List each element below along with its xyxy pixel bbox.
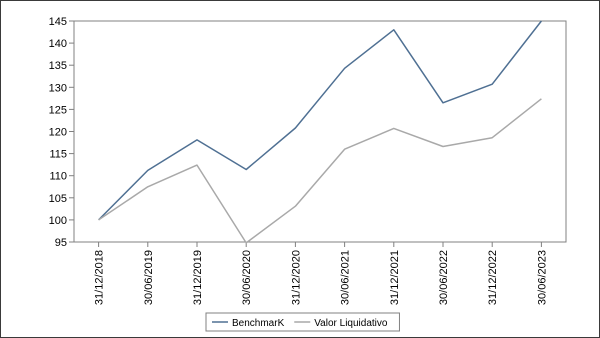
x-tick-label: 30/06/2022 — [438, 250, 450, 305]
y-tick-label: 105 — [49, 193, 67, 205]
y-tick-label: 115 — [49, 149, 67, 161]
legend: BenchmarK Valor Liquidativo — [205, 312, 400, 332]
x-tick-label: 31/12/2021 — [389, 250, 401, 305]
x-tick-label: 31/12/2022 — [487, 250, 499, 305]
y-axis: 95 100 105 110 115 120 125 130 135 140 145 — [49, 16, 74, 249]
x-tick-label: 30/06/2021 — [340, 250, 352, 305]
series-line-2 — [98, 98, 542, 244]
y-tick-label: 145 — [49, 16, 67, 28]
y-tick-label: 125 — [49, 104, 67, 116]
x-axis: 31/12/2018 30/06/2019 31/12/2019 30/06/2020… — [94, 242, 548, 305]
y-tick-label: 120 — [49, 127, 67, 139]
y-tick-label: 95 — [55, 237, 67, 249]
x-tick-label: 30/06/2023 — [536, 250, 548, 305]
y-tick-label: 140 — [49, 38, 67, 50]
legend-label-2: Valor Liquidativo — [314, 318, 388, 329]
y-tick-label: 100 — [49, 215, 67, 227]
legend-label-1: BenchmarK — [232, 318, 285, 329]
x-tick-label: 30/06/2020 — [241, 250, 253, 305]
x-tick-label: 31/12/2019 — [192, 250, 204, 305]
y-tick-label: 135 — [49, 60, 67, 72]
y-tick-label: 110 — [49, 171, 67, 183]
y-tick-label: 130 — [49, 82, 67, 94]
x-tick-label: 31/12/2020 — [290, 250, 302, 305]
series-line-1 — [98, 20, 542, 221]
x-tick-label: 31/12/2018 — [94, 250, 106, 305]
plot-area — [73, 20, 567, 243]
series-layer — [98, 20, 542, 244]
x-tick-label: 30/06/2019 — [143, 250, 155, 305]
